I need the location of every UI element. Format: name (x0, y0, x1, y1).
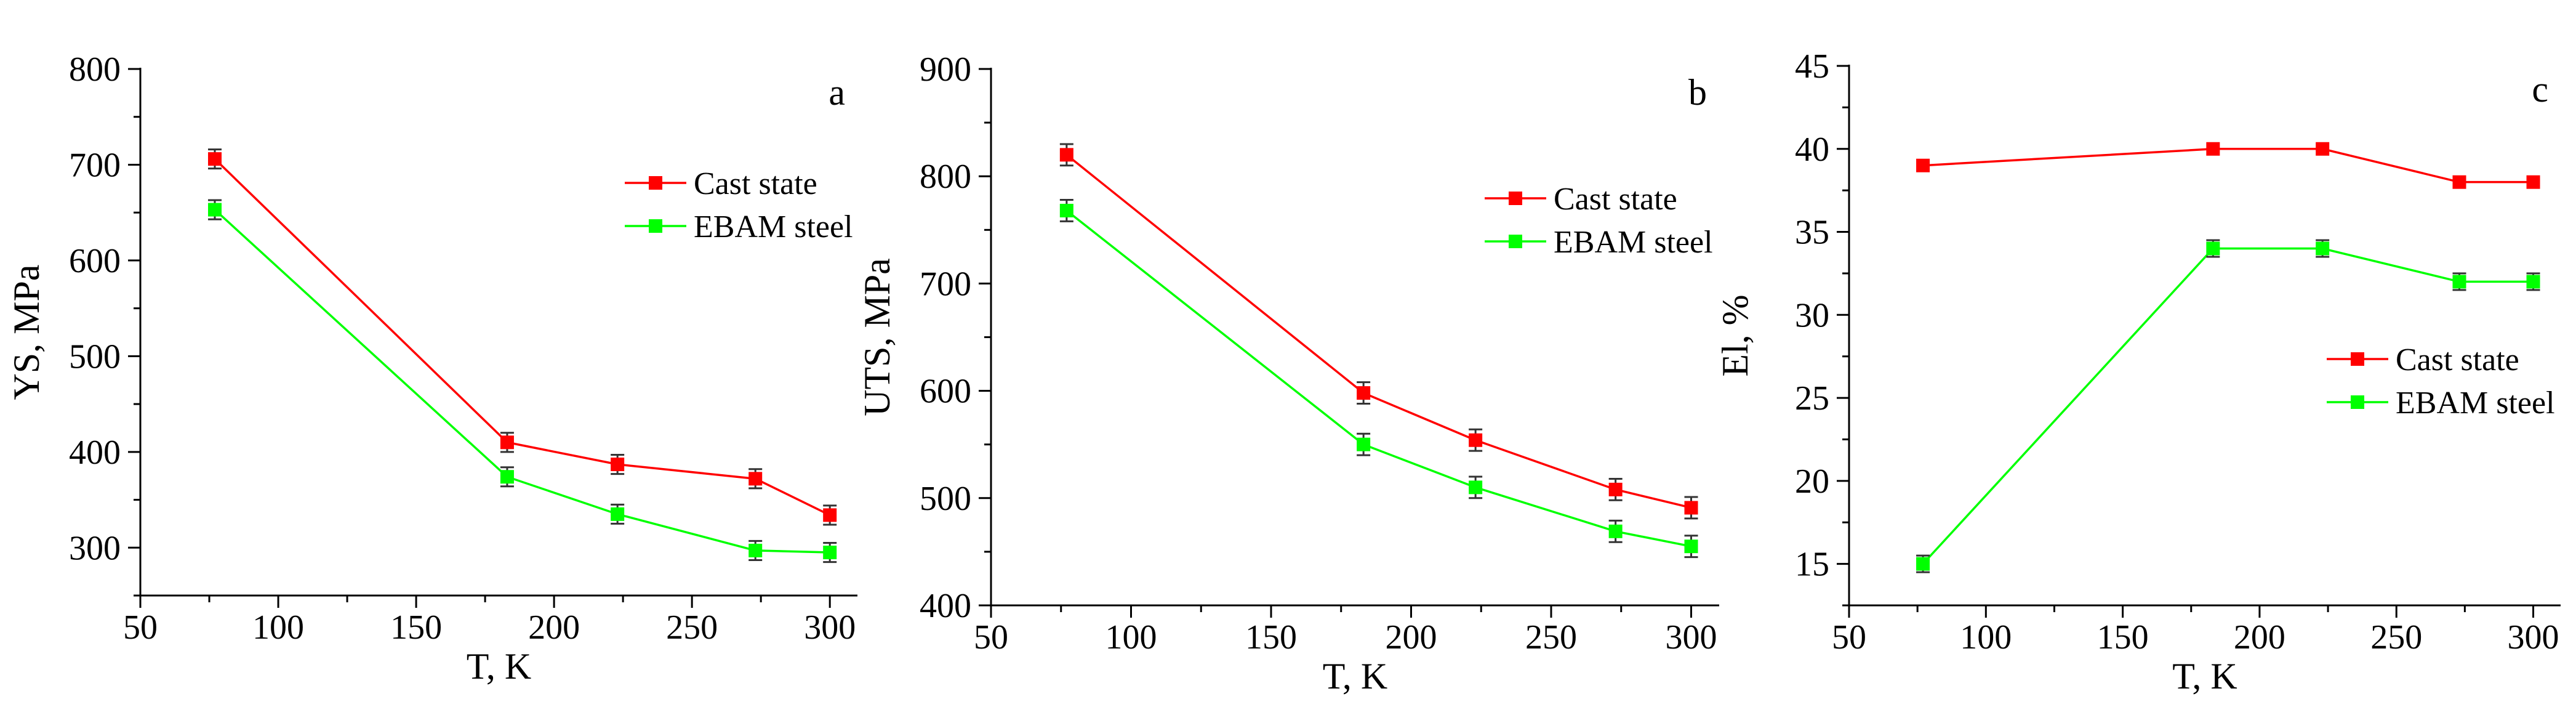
x-tick-label: 250 (1525, 618, 1577, 656)
legend-label: EBAM steel (1554, 225, 1713, 260)
legend-label: Cast state (694, 166, 817, 201)
y-tick-label: 600 (920, 373, 971, 411)
data-point (207, 152, 222, 166)
y-tick-label: 15 (1795, 546, 1829, 584)
x-tick-label: 100 (1960, 618, 2012, 656)
legend-marker (649, 219, 662, 233)
data-point (2316, 142, 2330, 156)
y-tick-label: 20 (1795, 463, 1829, 501)
legend-label: Cast state (2396, 342, 2519, 378)
data-point (500, 470, 514, 484)
data-point (1684, 501, 1698, 515)
y-tick-label: 300 (69, 529, 121, 567)
y-tick-label: 500 (69, 337, 121, 376)
data-point (2316, 241, 2330, 256)
x-tick-label: 250 (2370, 618, 2422, 656)
legend-label: EBAM steel (2396, 386, 2555, 421)
data-point (1916, 158, 1930, 172)
x-tick-label: 50 (1832, 618, 1866, 656)
chart-panel-b: 50 100 150 200 250 300 400 500 600 700 800 900 T, K U… (857, 50, 1719, 697)
x-tick-label: 150 (1245, 618, 1297, 656)
legend-marker (2351, 395, 2364, 409)
data-point (1357, 386, 1371, 400)
y-tick-label: 30 (1795, 296, 1829, 334)
x-tick-label: 100 (252, 608, 304, 647)
y-tick-label: 500 (920, 480, 971, 518)
data-point (2206, 142, 2220, 156)
y-tick-label: 700 (69, 146, 121, 184)
data-point (748, 472, 763, 486)
legend-marker (1509, 235, 1522, 248)
data-point (611, 507, 625, 521)
y-tick-label: 600 (69, 242, 121, 280)
series-line-1 (1065, 209, 1691, 547)
x-tick-label: 50 (974, 618, 1008, 656)
legend-marker (2351, 352, 2364, 366)
y-tick-label: 800 (920, 158, 971, 196)
y-tick-label: 35 (1795, 214, 1829, 252)
series-line-0 (1922, 148, 2534, 184)
data-point (1357, 437, 1371, 451)
y-tick-label: 25 (1795, 379, 1829, 418)
data-point (2452, 175, 2466, 189)
y-tick-label: 45 (1795, 47, 1829, 86)
series-line-1 (214, 209, 830, 554)
y-tick-label: 400 (920, 587, 971, 625)
data-point (1469, 433, 1483, 447)
y-axis-title: UTS, MPa (857, 258, 897, 416)
data-point (748, 543, 763, 557)
data-point (823, 508, 837, 522)
data-point (1469, 480, 1483, 495)
panel-letter: c (2532, 69, 2548, 110)
legend-marker (649, 176, 662, 190)
data-point (823, 546, 837, 560)
data-point (1684, 539, 1698, 554)
x-tick-label: 200 (2234, 618, 2285, 656)
data-point (207, 203, 222, 217)
legend-marker (1509, 192, 1522, 205)
data-point (2206, 241, 2220, 256)
y-tick-label: 700 (920, 265, 971, 303)
y-axis-title: El, % (1715, 294, 1755, 376)
data-point (500, 435, 514, 450)
y-tick-label: 40 (1795, 131, 1829, 169)
data-point (1608, 482, 1623, 496)
data-point (2452, 275, 2466, 289)
panel-letter: b (1688, 72, 1707, 113)
chart-panel-c: 50 100 150 200 250 300 15 20 25 30 35 40 45 T, K El, %… (1715, 47, 2561, 697)
data-point (1059, 203, 1073, 217)
y-tick-label: 900 (920, 50, 971, 89)
y-tick-label: 400 (69, 434, 121, 472)
x-axis-title: T, K (1323, 656, 1388, 697)
x-tick-label: 150 (390, 608, 442, 647)
x-tick-label: 100 (1105, 618, 1157, 656)
data-point (611, 458, 625, 472)
legend-label: Cast state (1554, 182, 1677, 217)
data-point (1916, 557, 1930, 571)
x-axis-title: T, K (467, 646, 532, 687)
x-tick-label: 300 (1666, 618, 1717, 656)
x-tick-label: 200 (528, 608, 580, 647)
panel-letter: a (829, 72, 845, 113)
y-axis-title: YS, MPa (6, 264, 47, 400)
data-point (1059, 148, 1073, 162)
x-tick-label: 300 (804, 608, 856, 647)
x-tick-label: 50 (123, 608, 158, 647)
x-tick-label: 200 (1386, 618, 1437, 656)
x-axis-title: T, K (2172, 656, 2237, 697)
legend-label: EBAM steel (694, 209, 853, 244)
x-tick-label: 250 (666, 608, 718, 647)
data-point (2526, 275, 2540, 289)
x-tick-label: 300 (2508, 618, 2559, 656)
chart-panel-a: 50 100 150 200 250 300 300 400 500 600 700 800 T, K Y… (6, 50, 857, 687)
data-point (2526, 175, 2540, 189)
x-tick-label: 150 (2097, 618, 2149, 656)
y-tick-label: 800 (69, 50, 121, 89)
data-point (1608, 524, 1623, 538)
